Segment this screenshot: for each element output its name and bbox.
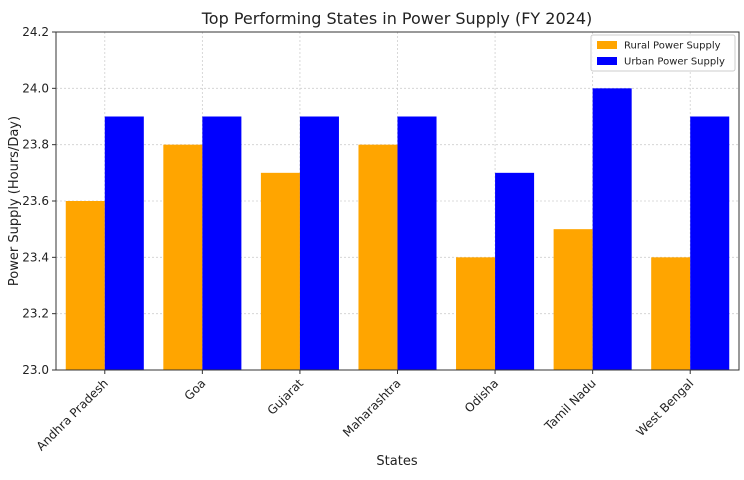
- legend: Rural Power Supply Urban Power Supply: [590, 34, 736, 72]
- legend-box: [590, 34, 736, 72]
- x-tick-label: Tamil Nadu: [541, 376, 599, 434]
- bar-rural-tamil-nadu: [553, 229, 593, 370]
- bar-urban-tamil-nadu: [592, 88, 632, 370]
- y-tick-label: 23.2: [22, 307, 49, 321]
- bar-urban-west-bengal: [690, 116, 730, 370]
- x-tick-label: Gujarat: [265, 376, 307, 418]
- y-tick-label: 24.2: [22, 25, 49, 39]
- legend-label-urban: Urban Power Supply: [624, 57, 725, 68]
- bars: [65, 88, 730, 370]
- bar-urban-maharashtra: [397, 116, 437, 370]
- bar-urban-goa: [202, 116, 242, 370]
- y-axis-ticks: 23.0 23.2 23.4 23.6 23.8 24.0 24.2: [22, 25, 56, 377]
- bar-urban-odisha: [495, 172, 535, 370]
- bar-rural-goa: [163, 144, 203, 370]
- chart-title: Top Performing States in Power Supply (F…: [201, 9, 593, 28]
- legend-swatch-urban: [597, 57, 617, 65]
- y-axis-label: Power Supply (Hours/Day): [7, 116, 22, 286]
- x-tick-label: Goa: [182, 376, 209, 403]
- bar-rural-maharashtra: [358, 144, 398, 370]
- bar-rural-odisha: [456, 257, 496, 370]
- bar-urban-gujarat: [299, 116, 339, 370]
- y-tick-label: 24.0: [22, 81, 49, 95]
- legend-swatch-rural: [597, 41, 617, 49]
- legend-label-rural: Rural Power Supply: [624, 41, 721, 52]
- y-tick-label: 23.8: [22, 138, 49, 152]
- bar-rural-gujarat: [260, 172, 300, 370]
- bar-rural-andhra-pradesh: [65, 201, 105, 370]
- x-tick-label: Maharashtra: [340, 376, 404, 440]
- x-axis-label: States: [376, 454, 417, 469]
- x-axis-ticks: Andhra Pradesh Goa Gujarat Maharashtra Odish…: [34, 370, 697, 454]
- y-tick-label: 23.4: [22, 250, 49, 264]
- x-tick-label: Andhra Pradesh: [34, 376, 111, 453]
- x-tick-label: Odisha: [462, 376, 501, 415]
- y-tick-label: 23.6: [22, 194, 49, 208]
- bar-urban-andhra-pradesh: [104, 116, 144, 370]
- y-tick-label: 23.0: [22, 363, 49, 377]
- bar-rural-west-bengal: [651, 257, 691, 370]
- x-tick-label: West Bengal: [634, 376, 697, 439]
